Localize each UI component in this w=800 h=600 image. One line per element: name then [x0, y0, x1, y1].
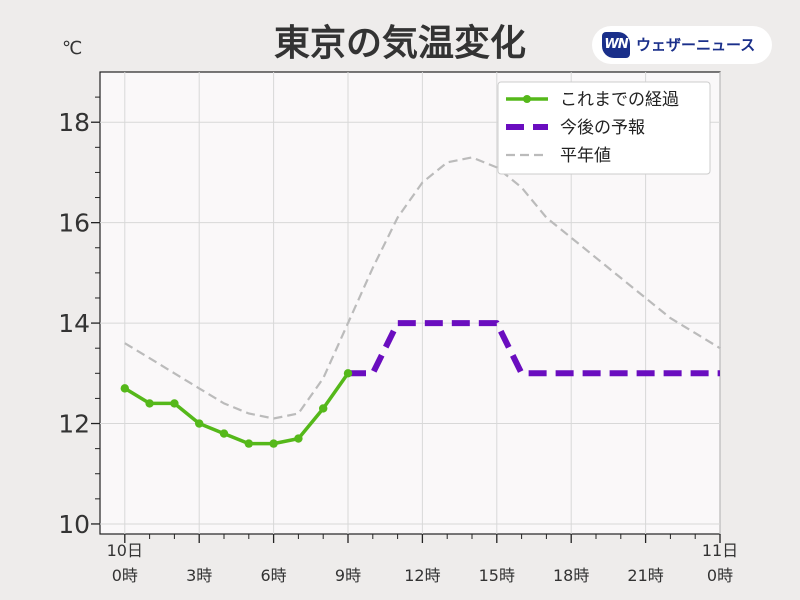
data-point	[244, 439, 253, 448]
y-tick-label: 12	[58, 410, 90, 439]
data-point	[145, 399, 154, 408]
x-tick-label: 6時	[261, 566, 287, 585]
legend-box	[497, 81, 711, 175]
series-line-2	[124, 156, 721, 420]
x-tick-label: 21時	[627, 566, 663, 585]
data-point	[294, 434, 303, 443]
x-tick-label-day: 10日	[107, 541, 143, 560]
legend-label-2: 平年値	[560, 146, 611, 166]
y-tick-label: 16	[58, 209, 90, 238]
data-point	[120, 384, 129, 393]
legend-marker	[523, 95, 531, 103]
y-tick-label: 18	[58, 108, 90, 137]
y-tick-label: 14	[58, 309, 90, 338]
x-ticks: 10日 0時 3時 6時 9時 12時 15時 18時 21時 11日 0時	[107, 534, 738, 585]
weathernews-logo-icon: WN	[602, 32, 630, 58]
legend-label-0: これまでの経過	[560, 90, 679, 110]
data-point	[319, 404, 328, 413]
x-tick-label-day: 11日	[702, 541, 738, 560]
chart-title: 東京の気温変化	[273, 23, 526, 64]
y-axis-unit: ℃	[62, 38, 83, 59]
x-tick-label: 0時	[707, 566, 733, 585]
x-tick-label: 9時	[335, 566, 361, 585]
weathernews-logo-text: ウェザーニュース	[636, 36, 756, 54]
y-ticks: 10 12 14 16 18	[58, 96, 100, 539]
data-point	[219, 429, 229, 438]
series-line-0	[123, 372, 350, 446]
data-point	[195, 419, 204, 428]
data-point	[269, 439, 278, 448]
x-tick-label: 3時	[186, 566, 212, 585]
y-tick-label: 10	[58, 510, 90, 539]
weathernews-logo: WN ウェザーニュース	[592, 26, 772, 64]
data-point	[343, 369, 353, 378]
series-layer	[120, 156, 721, 448]
x-tick-label: 12時	[404, 566, 440, 585]
data-point	[170, 399, 179, 408]
legend-label-1: 今後の予報	[560, 118, 645, 138]
x-tick-label: 15時	[479, 566, 515, 585]
x-tick-label: 0時	[112, 566, 138, 585]
series-line-1	[348, 320, 720, 377]
x-tick-label: 18時	[553, 566, 589, 585]
